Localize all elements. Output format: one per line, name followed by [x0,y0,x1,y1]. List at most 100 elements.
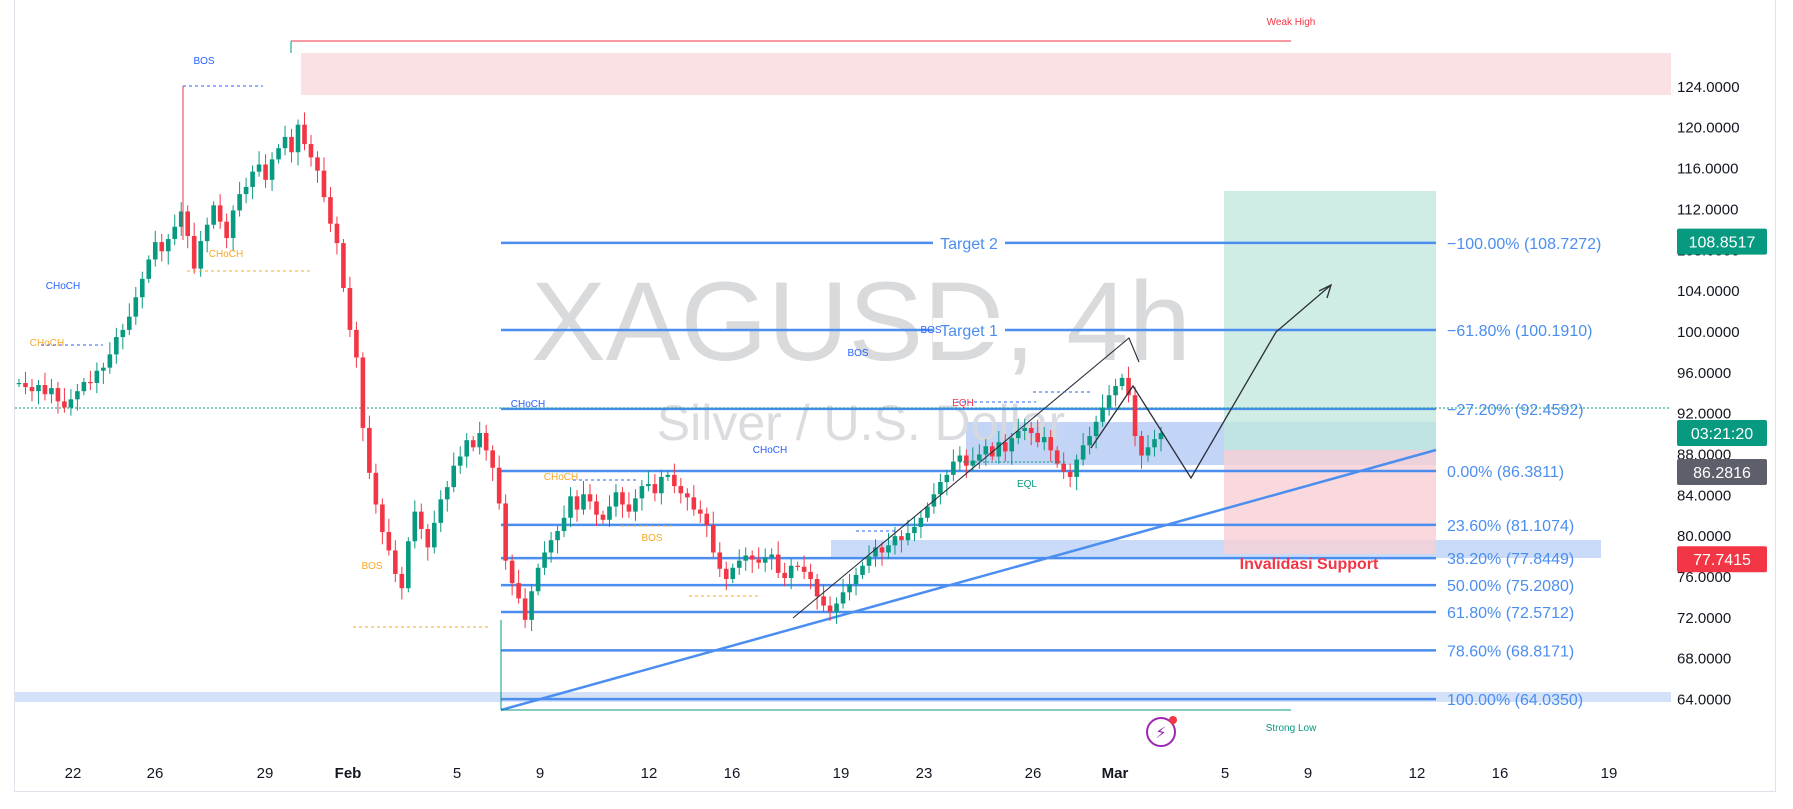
structure-label: CHoCH [511,399,545,410]
candle-body [964,455,969,466]
candle-body [672,474,677,487]
candle-body [853,574,859,585]
projection-path [1090,284,1332,480]
price-badge-label: 108.8517 [1689,235,1756,252]
candle-body [503,503,508,561]
candle-body [1074,459,1079,477]
fib-level-label: 23.60% (81.1074) [1447,518,1574,535]
price-tick-label: 96.0000 [1677,365,1731,382]
time-tick-label: 16 [1492,765,1509,782]
candle-body [1022,427,1028,431]
event-indicator-dot [1169,716,1177,724]
candle-body [1152,439,1157,448]
fib-level-label: 100.00% (64.0350) [1447,692,1583,709]
candle-body [899,536,904,541]
candle-body [665,474,671,477]
candle-body [814,579,820,597]
candle-body [808,571,813,580]
candle-body [185,211,191,236]
fib-level-label: 38.20% (77.8449) [1447,551,1574,568]
candle-body [477,433,482,448]
price-chart[interactable]: XAGUSD, 4h Silver / U.S. Dollar Weak High S… [15,0,1777,792]
candle-body [983,446,989,455]
time-tick-label: Mar [1102,765,1129,782]
structure-label: BOS [361,561,382,572]
candle-body [1054,450,1060,464]
candle-body [568,496,573,518]
candle-body [406,541,411,589]
candle-body [821,596,826,606]
candle-body [1015,430,1021,439]
uptrend-channel-line [792,337,1140,619]
price-badge [1677,228,1767,255]
fib-level-label: −100.00% (108.7272) [1447,236,1601,253]
candle-body [334,223,340,244]
demand-zone-low [15,692,1671,702]
supply-zone [301,53,1671,95]
candle-body [127,316,132,330]
candle-body [581,494,586,510]
price-badges: 108.8517 03:21:20 86.2816 77.7415 [1677,228,1767,573]
eql-label: EQL [1017,479,1037,490]
price-badge-label: 03:21:20 [1691,426,1753,443]
price-tick-label: 104.0000 [1677,283,1740,300]
candle-body [717,552,723,569]
candle-body [107,354,113,368]
candle-body [315,157,320,171]
candle-body [49,388,54,395]
candle-body [483,433,489,451]
candle-body [152,242,158,260]
weak-high-label: Weak High [1267,17,1316,28]
price-badge-label: 86.2816 [1693,465,1751,482]
candle-body [639,486,645,499]
candle-body [866,556,872,566]
candle-body [451,465,457,488]
candle-body [646,484,651,487]
structure-label: CHoCH [209,249,243,260]
candle-body [23,382,28,388]
candle-body [756,559,762,563]
candle-body [380,504,385,533]
candle-body [710,524,716,553]
candle-body [431,522,437,548]
candle-body [1009,438,1015,452]
candle-body [620,492,625,505]
candle-body [386,532,392,551]
time-tick-label: 19 [1601,765,1618,782]
candle-body [723,568,729,580]
structure-labels: BOS CHoCH CHoCH CHoCH BOS CHoCH CHoCH BOS CHoCH B… [30,56,942,572]
price-axis: 64.0000 68.0000 72.0000 76.0000 80.0000 84.00… [1677,79,1740,709]
candle-body [256,164,262,172]
candle-body [736,560,742,568]
target-label: Target 2 [940,236,998,253]
candle-body [81,381,87,392]
candle-body [243,186,249,195]
candle-body [860,565,865,575]
time-tick-label: 22 [65,765,82,782]
candle-body [341,243,346,289]
candle-body [1002,442,1008,452]
candle-body [775,554,781,573]
candle-body [633,498,638,512]
candle-body [886,545,891,553]
candle-body [425,528,431,548]
price-tick-label: 100.0000 [1677,324,1740,341]
candle-body [607,506,612,520]
candle-body [561,517,567,532]
candle-body [840,592,846,604]
candle-body [788,565,794,579]
candle-body [762,557,768,563]
candle-body [1028,427,1034,434]
candle-body [321,170,327,198]
watermark-symbol: XAGUSD, 4h [531,259,1191,384]
candle-body [957,455,963,462]
candle-body [659,476,664,494]
lightning-icon: ⚡ [1155,725,1166,742]
time-tick-label: 16 [724,765,741,782]
fib-level-label: 0.00% (86.3811) [1447,464,1564,481]
target-label: Target 1 [940,323,998,340]
candle-body [801,566,807,572]
candle-body [1106,395,1112,408]
candle-body [94,370,100,383]
candle-body [678,486,684,494]
